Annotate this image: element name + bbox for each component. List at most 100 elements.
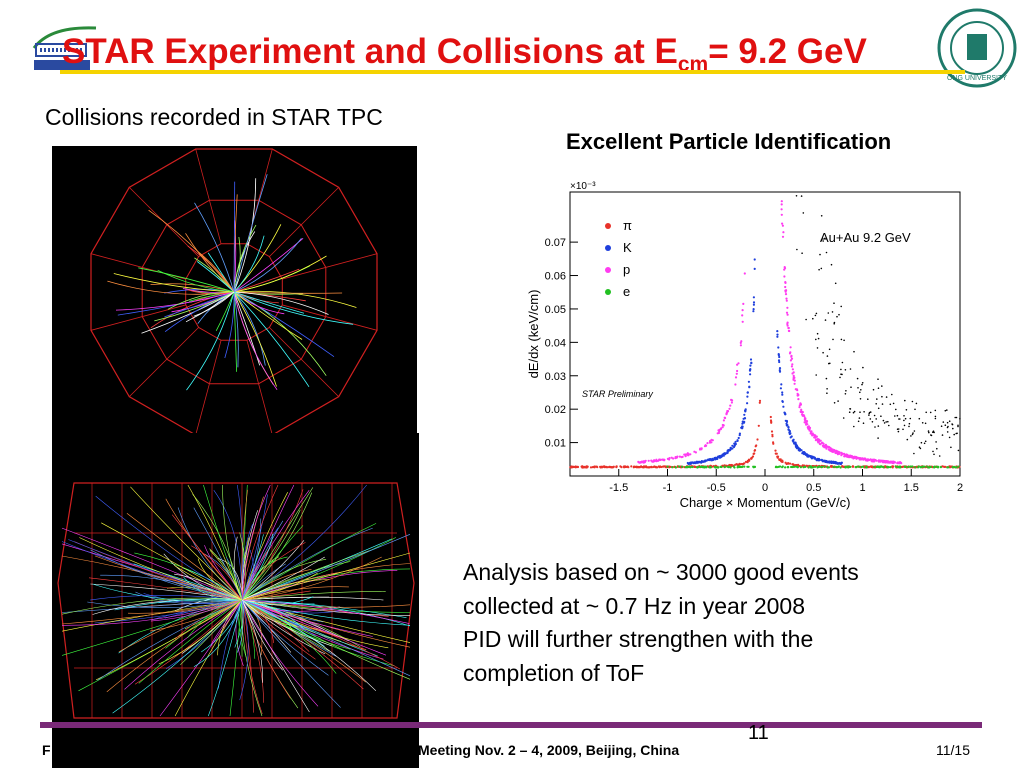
data-point — [881, 385, 883, 387]
data-point — [812, 317, 814, 320]
y-axis: 0.01 0.02 0.03 0.04 0.05 0.06 0.07 — [545, 237, 578, 450]
data-point — [757, 424, 760, 427]
track — [241, 599, 411, 677]
data-point — [729, 466, 732, 469]
data-point — [878, 459, 881, 462]
data-point — [659, 458, 662, 462]
data-point — [915, 402, 918, 405]
analysis-line: Analysis based on ~ 3000 good events — [463, 559, 859, 585]
data-point — [699, 461, 702, 464]
data-point — [743, 413, 746, 416]
data-point — [717, 429, 720, 432]
data-point — [789, 351, 792, 354]
data-point — [869, 418, 872, 420]
data-point — [795, 444, 798, 447]
data-point — [838, 452, 841, 455]
y-tick-label: 0.05 — [545, 304, 566, 316]
track — [241, 489, 248, 601]
sector-line — [195, 340, 222, 433]
data-point — [861, 383, 863, 386]
track — [233, 291, 277, 387]
x-tick-label: -1 — [663, 482, 673, 494]
data-point — [752, 303, 755, 306]
track — [150, 283, 235, 293]
data-point — [777, 465, 780, 468]
data-point — [785, 311, 789, 314]
data-point — [959, 418, 961, 420]
data-point — [701, 466, 704, 469]
data-point — [784, 466, 787, 469]
data-point — [777, 359, 781, 362]
track — [241, 484, 367, 601]
data-point — [864, 458, 867, 461]
data-point — [822, 351, 824, 354]
data-point — [851, 465, 854, 468]
data-point — [785, 297, 788, 300]
data-point — [787, 326, 790, 330]
data-point — [883, 460, 886, 463]
data-point — [709, 466, 712, 469]
data-point — [855, 465, 858, 469]
title-underline — [60, 70, 965, 74]
data-point — [840, 305, 842, 308]
data-point — [843, 339, 845, 342]
data-point — [903, 415, 905, 417]
track — [61, 599, 243, 613]
data-point — [706, 442, 709, 445]
data-point — [825, 251, 828, 254]
data-point — [797, 398, 800, 401]
data-point — [785, 419, 788, 423]
data-point — [819, 253, 821, 256]
data-point — [802, 212, 805, 214]
data-point — [867, 398, 869, 400]
sector-line — [129, 327, 199, 397]
data-point — [889, 461, 892, 464]
analysis-line: PID will further strengthen with the — [463, 626, 814, 652]
data-point — [696, 466, 699, 469]
data-point — [849, 368, 852, 370]
data-point — [724, 416, 727, 420]
data-point — [898, 418, 900, 420]
data-point — [809, 456, 813, 459]
data-point — [781, 391, 784, 394]
data-point — [674, 456, 677, 459]
track — [126, 513, 243, 601]
data-point — [815, 312, 818, 315]
track — [193, 599, 243, 667]
data-point — [778, 370, 782, 373]
track — [241, 490, 310, 601]
data-point — [905, 409, 908, 411]
data-point — [830, 465, 833, 468]
track — [148, 209, 235, 293]
tpc-side-frame — [57, 482, 415, 719]
data-point — [749, 373, 752, 376]
data-point — [792, 465, 795, 468]
data-point — [752, 308, 755, 311]
data-point — [875, 418, 877, 420]
data-point — [640, 460, 643, 463]
data-point — [689, 462, 693, 465]
data-point — [871, 421, 874, 423]
track — [159, 599, 243, 717]
data-point — [721, 423, 724, 427]
data-point — [752, 296, 755, 299]
data-point — [944, 424, 947, 426]
data-point — [743, 420, 746, 423]
data-point — [902, 428, 904, 431]
data-point — [935, 465, 938, 468]
data-point — [728, 407, 731, 410]
track — [101, 522, 243, 601]
data-point — [789, 346, 792, 349]
track — [241, 484, 279, 601]
data-point — [781, 222, 784, 225]
data-point — [792, 439, 795, 442]
data-point — [827, 312, 830, 314]
data-point — [780, 208, 783, 211]
data-point — [604, 465, 608, 468]
data-point — [946, 426, 949, 429]
data-point — [936, 447, 938, 450]
data-point — [862, 422, 865, 424]
legend-label: K — [623, 240, 632, 255]
data-point — [769, 415, 772, 419]
data-point — [738, 465, 741, 468]
